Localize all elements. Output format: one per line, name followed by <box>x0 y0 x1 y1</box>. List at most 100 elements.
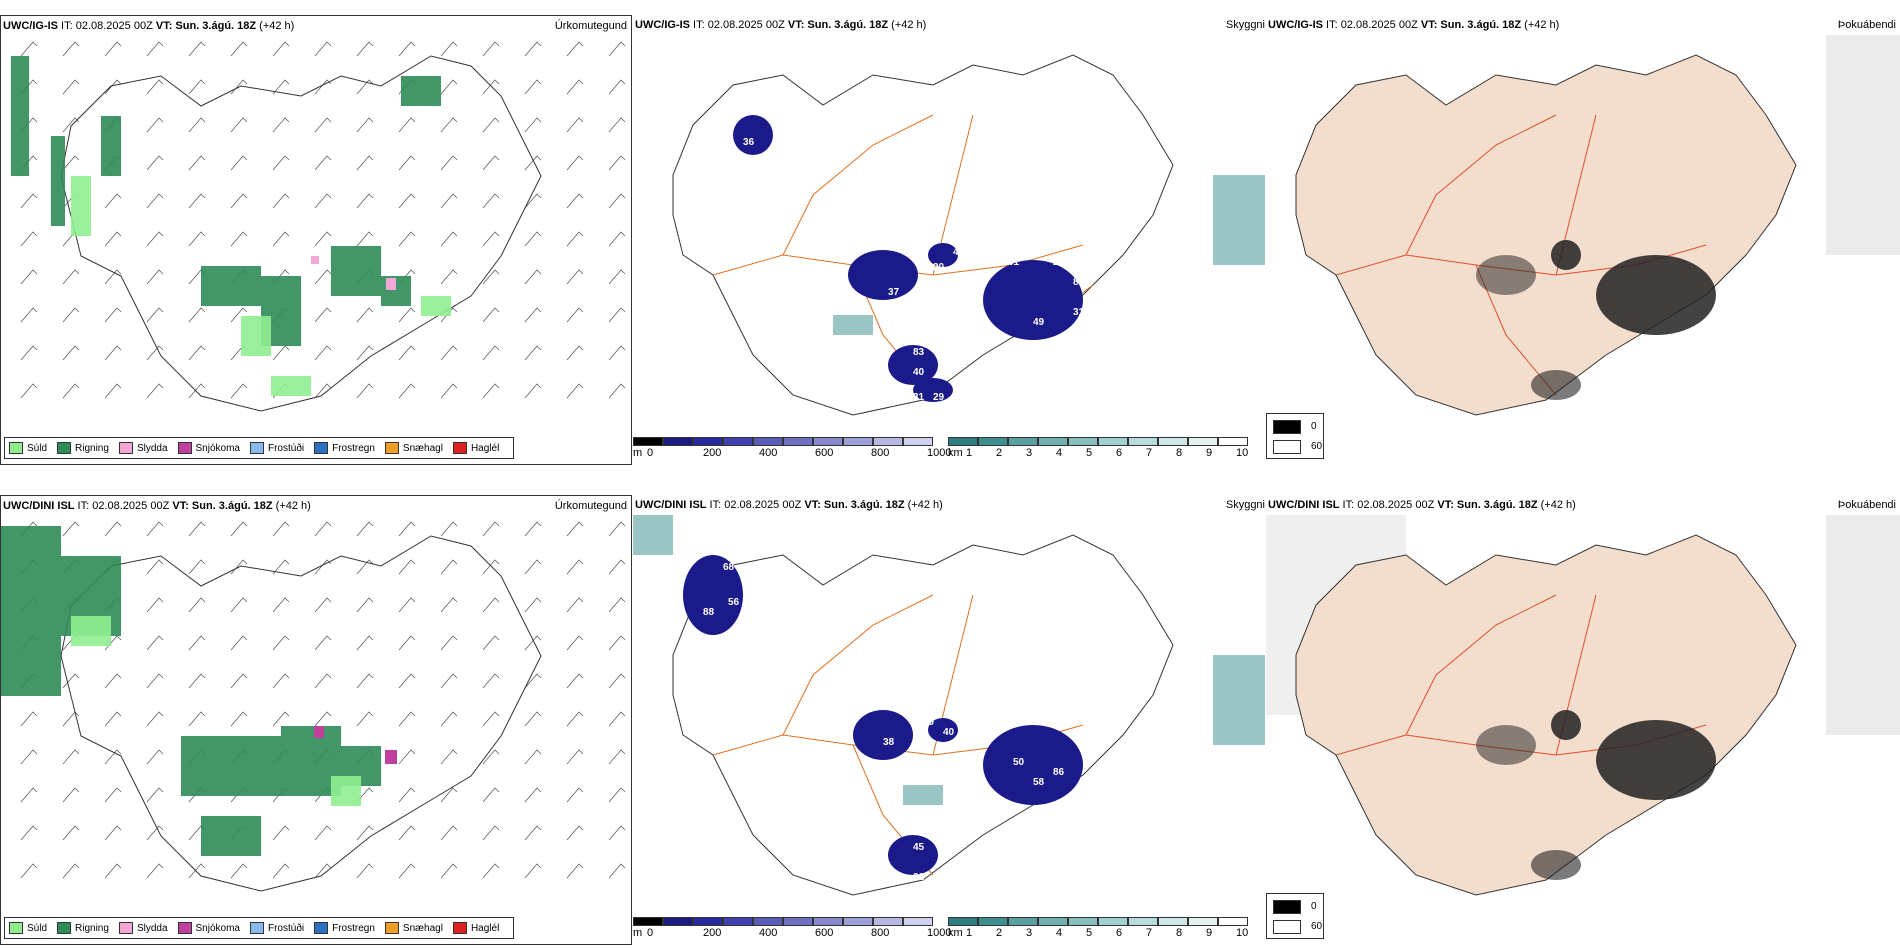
cloud-value-label: 31 <box>913 872 925 883</box>
wind-barb <box>524 559 542 575</box>
precip-type-panel-row1: UWC/IG-IS IT: 02.08.2025 00Z VT: Sun. 3.… <box>0 15 632 465</box>
fog-legend-swatch <box>1273 900 1301 914</box>
wind-barb <box>356 559 374 575</box>
wind-barb <box>20 41 38 57</box>
wind-barb <box>524 863 542 879</box>
cloud-value-label: 88 <box>703 607 715 618</box>
cloud-value-label: 86 <box>1053 767 1065 778</box>
wind-barb <box>104 825 122 841</box>
cloud-value-label: 40 <box>913 367 925 378</box>
legend-swatch <box>384 922 399 934</box>
colorbar-tick: 6 <box>1116 927 1123 939</box>
wind-barb <box>230 521 248 537</box>
wind-barb <box>146 673 164 689</box>
panel-header: UWC/IG-IS IT: 02.08.2025 00Z VT: Sun. 3.… <box>635 19 927 31</box>
wind-barb <box>608 193 626 209</box>
wind-barb <box>524 711 542 727</box>
wind-barb <box>440 711 458 727</box>
cloud-base-colorbar: m 0 200 400 600 800 1000 <box>633 437 951 463</box>
colorbar-cell <box>843 917 873 926</box>
cloud-value-label: 61 <box>1008 257 1020 268</box>
wind-barb <box>566 749 584 765</box>
wind-barb <box>20 787 38 803</box>
wind-barb <box>146 79 164 95</box>
wind-barb <box>356 117 374 133</box>
precip-map-row2 <box>1 521 626 892</box>
fog-map-row2 <box>1266 515 1900 896</box>
colorbar-cell <box>978 437 1008 446</box>
legend-swatch <box>249 922 264 934</box>
wind-barb <box>524 41 542 57</box>
cloud-base-colorbar: m 0 200 400 600 800 1000 <box>633 917 951 943</box>
legend-item: Rigning <box>57 922 109 934</box>
cloud-value-label: 39 <box>1153 257 1165 268</box>
wind-barb <box>398 863 416 879</box>
wind-barb <box>272 559 290 575</box>
colorbar-tick: 9 <box>1206 927 1213 939</box>
wind-barb <box>398 41 416 57</box>
legend-item: Súld <box>9 922 47 934</box>
fog-areas <box>1476 240 1716 400</box>
wind-barb <box>314 559 332 575</box>
legend-item: Frostúði <box>249 442 304 454</box>
cloud-value-label: 56 <box>728 597 740 608</box>
cloud-value-label: 40 <box>753 687 765 698</box>
sleet-patches <box>311 256 396 290</box>
cloud-base-panel-row1: 66 36 17 59 54 37 20 42 61 22 31 87 37 49 24 83 76 40 31 29… <box>633 15 1265 465</box>
wind-barb <box>566 307 584 323</box>
panel-title: Þokuábendi <box>1837 19 1896 31</box>
colorbar-cell <box>663 917 693 926</box>
legend-item: Frostúði <box>249 922 304 934</box>
cloud-value-label: 335 <box>923 772 940 783</box>
cloud-value-labels: 68 56 87 88 62 42 40 90 60 40 38 50 58 86 24 335 62 45 31 3… <box>683 562 1065 883</box>
wind-barb <box>62 787 80 803</box>
wind-barb <box>356 825 374 841</box>
colorbar-cell <box>1218 437 1248 446</box>
wind-barb <box>188 863 206 879</box>
wind-barb <box>314 383 332 399</box>
colorbar-cell <box>783 917 813 926</box>
colorbar-tick: 10 <box>1236 927 1249 939</box>
cloud-value-label: 54 <box>733 257 745 268</box>
legend-label: Súld <box>27 922 48 934</box>
wind-barb <box>608 231 626 247</box>
cloud-value-label: 17 <box>783 157 795 168</box>
wind-barb <box>188 307 206 323</box>
wind-barb <box>20 863 38 879</box>
wind-barb <box>62 117 80 133</box>
wind-barb <box>314 521 332 537</box>
wind-barb <box>356 711 374 727</box>
colorbar-unit: m <box>633 927 643 939</box>
wind-barb <box>146 749 164 765</box>
legend-swatch <box>118 442 133 454</box>
cloud-value-label: 50 <box>1013 757 1025 768</box>
wind-barb <box>146 307 164 323</box>
cloud-value-label: 17 <box>943 637 955 648</box>
wind-barb <box>230 117 248 133</box>
legend-label: Slydda <box>136 442 168 454</box>
cloud-value-label: 33 <box>933 872 945 883</box>
wind-barb <box>188 155 206 171</box>
cloud-value-label: 62 <box>923 822 935 833</box>
wind-barb <box>398 155 416 171</box>
legend-label: Snæhagl <box>402 442 443 454</box>
wind-barb <box>146 863 164 879</box>
wind-barb <box>566 345 584 361</box>
wind-barb <box>20 345 38 361</box>
legend-label: Snjókoma <box>195 922 240 934</box>
wind-barb <box>524 787 542 803</box>
wind-barb <box>398 521 416 537</box>
colorbar-tick: 800 <box>871 927 890 939</box>
wind-barb <box>440 345 458 361</box>
wind-barb <box>230 41 248 57</box>
wind-barb <box>20 825 38 841</box>
wind-barb <box>146 635 164 651</box>
wind-barb <box>398 787 416 803</box>
cloud-map-row1: 66 36 17 59 54 37 20 42 61 22 31 87 37 49 24 83 76 40 31 29… <box>672 54 1265 416</box>
wind-barb <box>566 635 584 651</box>
wind-barb <box>230 155 248 171</box>
legend-item: Snjókoma <box>177 922 240 934</box>
legend-item: Snæhagl <box>384 922 443 934</box>
wind-barb <box>440 231 458 247</box>
wind-barb <box>314 597 332 613</box>
